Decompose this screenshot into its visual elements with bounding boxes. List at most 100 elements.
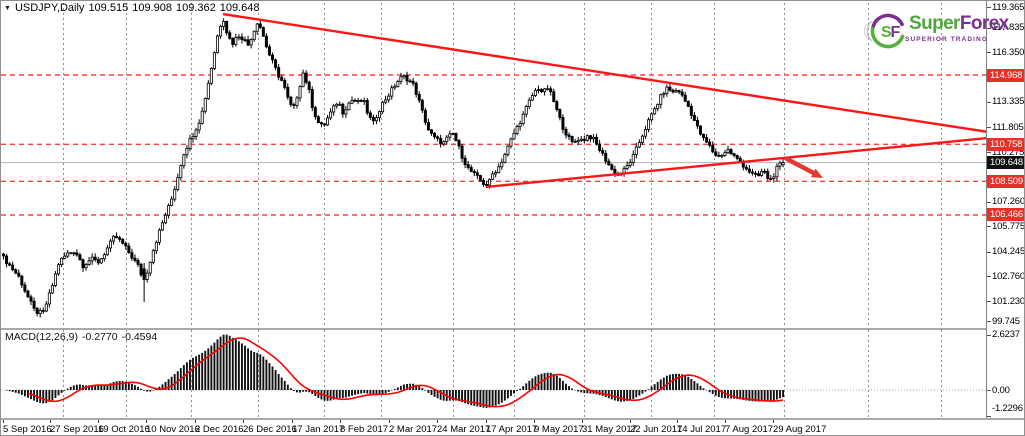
price-tick-mark [987, 52, 991, 54]
time-tick-mark [677, 420, 678, 423]
time-tick-mark [773, 420, 774, 423]
time-tick-label: 8 Feb 2017 [340, 424, 389, 435]
price-tick-label: 102.760 [992, 270, 1025, 282]
price-axis[interactable]: 119.365 117.835 116.350 113.335 111.805 110.2… [987, 1, 1025, 418]
time-tick-label: 26 Dec 2016 [243, 424, 297, 435]
price-tick-label: 117.835 [992, 22, 1025, 34]
high-value: 109.908 [132, 2, 172, 14]
time-tick-mark [630, 420, 631, 423]
logo-circle-purple-arc [871, 13, 904, 28]
time-tick-label: 22 Jun 2017 [630, 424, 683, 435]
time-tick-mark [582, 420, 583, 423]
time-tick-label: 2 Mar 2017 [389, 424, 438, 435]
price-tick-mark [987, 152, 991, 154]
price-tick-label: 113.335 [992, 96, 1025, 108]
time-tick-label: 17 Jan 2017 [292, 424, 345, 435]
signal-wave-icon [866, 20, 873, 42]
price-tick-mark [987, 201, 991, 203]
candlestick-series [1, 18, 785, 318]
time-tick-label: 2 Dec 2016 [195, 424, 244, 435]
close-value: 109.648 [219, 2, 260, 14]
price-tick-mark [987, 127, 991, 129]
time-tick-mark [98, 420, 99, 423]
time-tick-label: 31 May 2017 [582, 424, 637, 435]
price-tick-label: 111.805 [992, 121, 1024, 133]
price-tick-mark [987, 101, 991, 103]
macd-canvas[interactable] [1, 330, 986, 418]
price-tick-label: 116.350 [992, 46, 1025, 58]
price-tick-mark [987, 226, 991, 228]
main-chart-canvas[interactable] [1, 1, 986, 328]
time-tick-mark [243, 420, 244, 423]
macd-tick-mark [987, 334, 991, 336]
brand-name: SuperForex [909, 13, 1009, 34]
time-tick-label: 17 Apr 2017 [486, 424, 538, 435]
price-tick-label: 101.230 [992, 295, 1025, 307]
time-tick-mark [534, 420, 535, 423]
time-tick-label: 9 May 2017 [534, 424, 584, 435]
time-tick-label: 29 Aug 2017 [773, 424, 827, 435]
time-tick-label: 27 Sep 2016 [50, 424, 104, 435]
time-axis-separator [1, 418, 1024, 420]
time-tick-mark [292, 420, 293, 423]
time-tick-mark [389, 420, 390, 423]
open-value: 109.515 [88, 2, 129, 14]
price-tick-label: 99.745 [992, 315, 1020, 327]
down-arrow-annotation[interactable] [784, 156, 823, 178]
time-tick-label: 5 Sep 2016 [3, 424, 52, 435]
time-tick-label: 14 Jul 2017 [677, 424, 727, 435]
period-separators [63, 3, 942, 327]
time-axis[interactable]: 5 Sep 2016 27 Sep 2016 19 Oct 2016 10 Nov 2… [1, 420, 986, 435]
price-tick-label: 104.245 [992, 246, 1025, 258]
logo-letter-f: F [891, 24, 901, 41]
time-tick-mark [50, 420, 51, 423]
price-tick-mark [987, 251, 991, 253]
macd-histogram [5, 334, 784, 408]
time-tick-mark [3, 420, 4, 423]
collapse-triangle-icon[interactable]: ▼ [4, 5, 11, 12]
upper-trendline[interactable] [222, 12, 986, 133]
price-tick-label: 107.260 [992, 196, 1025, 208]
macd-indicator-label: MACD(12,26,9) [5, 331, 78, 343]
macd-tick-label: 2.6237 [992, 329, 1020, 341]
price-tick-mark [987, 7, 991, 8]
logo-circle-green-arc [870, 23, 905, 49]
macd-tick-mark [987, 390, 991, 391]
price-tick-label: 110.275 [992, 146, 1025, 158]
logo-letter-s: S [881, 24, 892, 41]
time-tick-label: 7 Aug 2017 [725, 424, 774, 435]
time-tick-mark [725, 420, 726, 423]
signal-wave-icon [864, 23, 868, 39]
time-tick-mark [146, 420, 147, 423]
time-tick-mark [195, 420, 196, 423]
price-level-badge: 108.509 [987, 174, 1024, 188]
price-level-badge: 110.758 [987, 137, 1024, 151]
symbol-period-label: USDJPY,Daily [14, 2, 85, 14]
time-tick-label: 19 Oct 2016 [98, 424, 150, 435]
price-level-badge: 106.466 [987, 208, 1024, 222]
lower-trendline[interactable] [485, 137, 986, 189]
macd-indicator-header: MACD(12,26,9) -0.2770 -0.4594 [5, 331, 161, 343]
horizontal-level-lines[interactable] [1, 74, 986, 216]
panel-separator[interactable] [1, 328, 987, 330]
macd-tick-label: -1.2296 [992, 402, 1023, 414]
superforex-logo: S F SuperForex SUPERIOR TRADING [864, 8, 1009, 54]
current-price-badge: 109.648 [987, 156, 1024, 170]
time-tick-mark [437, 420, 438, 423]
superforex-logo-icon: S F [864, 13, 905, 49]
macd-main-value: -0.2770 [81, 331, 118, 343]
macd-tick-label: 0.00 [992, 384, 1010, 396]
time-tick-label: 24 Mar 2017 [437, 424, 491, 435]
time-tick-mark [340, 420, 341, 423]
price-tick-mark [987, 276, 991, 278]
brand-tagline: SUPERIOR TRADING [905, 36, 988, 43]
time-tick-label: 10 Nov 2016 [146, 424, 200, 435]
price-tick-label: 105.775 [992, 220, 1025, 232]
price-axis-border [986, 1, 987, 418]
macd-signal-line [27, 337, 784, 408]
macd-tick-mark [987, 415, 991, 417]
time-tick-mark [486, 420, 487, 423]
low-value: 109.362 [175, 2, 216, 14]
price-level-badge: 114.968 [987, 68, 1024, 82]
